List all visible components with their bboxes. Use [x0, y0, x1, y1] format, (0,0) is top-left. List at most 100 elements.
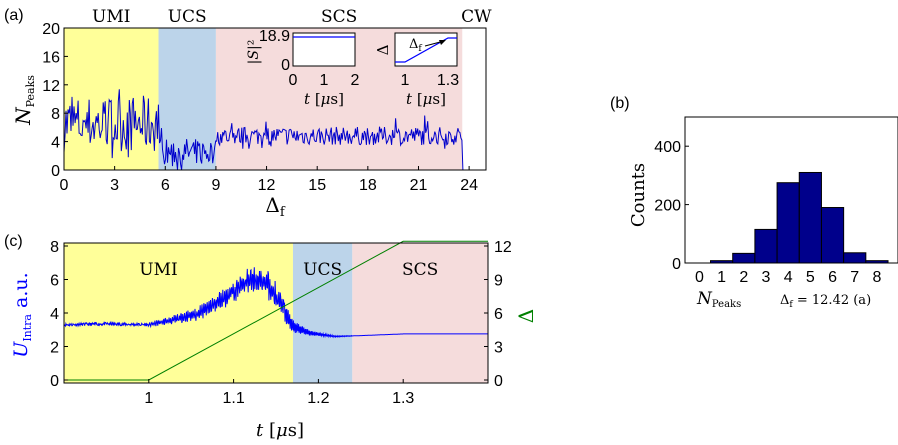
panel-a-series-line [63, 89, 486, 171]
panel-c-region-label-scs: SCS [402, 260, 438, 280]
panel-c-series-uintra [63, 267, 488, 339]
panel-a-regions [64, 28, 486, 170]
panel-c-xtick-label: 1.2 [307, 390, 329, 407]
panel-a-region-label-ucs: UCS [168, 7, 207, 27]
panel-b-bars [710, 171, 889, 264]
inset-power-xtick-0: 0 [289, 72, 298, 89]
panel-b-y-label: Counts [628, 163, 649, 227]
panel-c-ytick-left-label: 2 [50, 340, 59, 357]
panel-b-annotation: Δf = 12.42 (a) [780, 293, 871, 310]
inset-power-xtick-2: 2 [351, 72, 360, 89]
panel-c-y-label-left: UIntra a.u. [10, 272, 34, 357]
panel-a-y-label: NPeaks [11, 75, 37, 126]
panel-b-bar [798, 171, 822, 264]
panel-b-x-label: NPeaks [696, 289, 741, 310]
inset-power-ytick-zero: 0 [281, 57, 290, 74]
panel-c-ytick-left-label: 8 [50, 239, 59, 256]
panel-b-xtick-label: 5 [806, 269, 815, 286]
panel-b-xtick-label: 8 [872, 269, 881, 286]
panel-b-bar [732, 252, 756, 264]
panel-b-xtick-label: 1 [717, 269, 726, 286]
panel-b-xtick-label: 3 [762, 269, 771, 286]
panel-a-region-labels: UMI UCS SCS CW [92, 7, 492, 27]
panel-a: (a) UMI UCS SCS CW 0 3 6 9 12 15 18 21 24 048121620… [4, 7, 492, 220]
panel-c-xtick-label: 1 [144, 390, 153, 407]
panel-b-ytick-label: 400 [654, 139, 681, 156]
panel-b-axes-frame [684, 116, 898, 264]
panel-b-y-ticks: 0 200 400 [654, 139, 689, 273]
panel-a-xtick-label: 15 [308, 177, 326, 194]
panel-c-y-ticks-right: 0 3 6 9 12 [484, 239, 512, 390]
panel-b-bar [776, 182, 800, 264]
inset-power-ytick-top: 18.9 [259, 28, 290, 45]
inset-detuning-xtick-1: 1 [401, 72, 410, 89]
inset-detuning-line [395, 37, 457, 63]
panel-a-xtick-label: 6 [161, 177, 170, 194]
panel-c-ytick-right-label: 3 [494, 340, 503, 357]
panel-a-inset-detuning: Δf 1 1.3 t [μs] Δ [374, 32, 459, 108]
inset-power-y-label: |S|² [246, 40, 262, 65]
panel-a-region-cw [462, 28, 486, 170]
panel-c-region-umi [64, 243, 293, 383]
panel-c-x-ticks: 1 1.1 1.2 1.3 [144, 379, 414, 407]
inset-power-x-label: t [μs] [304, 90, 344, 108]
panel-b-xtick-label: 2 [739, 269, 748, 286]
panel-b-label: (b) [610, 95, 630, 112]
panel-c-regions [64, 243, 488, 383]
panel-c-region-scs [352, 243, 488, 383]
panel-c-series-detuning [64, 240, 488, 381]
panel-a-xtick-label: 18 [359, 177, 377, 194]
panel-c-ytick-left-label: 6 [50, 273, 59, 290]
panel-a-region-label-umi: UMI [92, 7, 130, 27]
panel-c-ytick-right-label: 9 [494, 273, 503, 290]
panel-a-ytick-label: 4 [51, 135, 60, 152]
inset-power-xtick-1: 1 [320, 72, 329, 89]
panel-c-y-ticks-left: 0 2 4 6 8 [50, 239, 68, 390]
panel-a-x-label: Δf [265, 193, 285, 220]
panel-a-xtick-label: 0 [60, 177, 69, 194]
panel-a-xtick-label: 12 [258, 177, 276, 194]
panel-b-ytick-label: 0 [672, 256, 681, 273]
panel-c-ytick-left-label: 4 [50, 306, 59, 323]
panel-a-axes-frame [63, 27, 487, 171]
panel-c-xtick-label: 1.3 [392, 390, 414, 407]
inset-detuning-arrowhead [439, 40, 446, 45]
panel-b-xtick-label: 7 [850, 269, 859, 286]
panel-c-ytick-left-label: 0 [50, 373, 59, 390]
panel-a-xtick-label: 9 [211, 177, 220, 194]
panel-a-ytick-label: 8 [51, 106, 60, 123]
panel-c-region-label-ucs: UCS [303, 260, 342, 280]
panel-c-ytick-right-label: 6 [494, 306, 503, 323]
panel-a-ytick-label: 20 [42, 21, 60, 38]
panel-a-ytick-label: 0 [51, 163, 60, 180]
panel-a-ytick-label: 12 [42, 78, 60, 95]
panel-b-ytick-label: 200 [654, 198, 681, 215]
panel-a-y-ticks: 0 4 8 12 16 20 [42, 21, 68, 180]
inset-detuning-xtick-13: 1.3 [437, 72, 459, 89]
panel-a-ytick-label: 16 [42, 49, 60, 66]
panel-c-ytick-right-label: 0 [494, 373, 503, 390]
panel-a-label: (a) [4, 7, 24, 24]
panel-a-xtick-label: 24 [460, 177, 478, 194]
panel-c-region-labels: UMI UCS SCS [139, 260, 438, 280]
panel-c-xtick-label: 1.1 [222, 390, 244, 407]
panel-c-ytick-right-label: 12 [494, 239, 512, 256]
panel-a-region-label-cw: CW [461, 7, 492, 27]
panel-a-region-label-scs: SCS [321, 7, 357, 27]
panel-b-bar [820, 207, 845, 264]
panel-c: (c) UMI UCS SCS 1 1.1 1.2 1.3 0 2 4 6 8 0 3 6 9 12 t … [4, 233, 538, 441]
panel-a-region-umi [64, 28, 159, 170]
panel-b-xtick-label: 4 [784, 269, 793, 286]
panel-a-xtick-label: 21 [410, 177, 428, 194]
panel-c-label: (c) [4, 233, 23, 250]
panel-b-bar [843, 252, 867, 264]
panel-a-x-ticks: 0 3 6 9 12 15 18 21 24 [60, 166, 478, 194]
panel-b-xtick-label: 0 [695, 269, 704, 286]
panel-c-x-label: t [μs] [256, 420, 304, 441]
panel-a-inset-power: 18.9 0 0 1 2 t [μs] |S|² [246, 28, 360, 108]
panel-b-xtick-label: 6 [828, 269, 837, 286]
panel-c-y-label-right: Δ [514, 309, 538, 323]
